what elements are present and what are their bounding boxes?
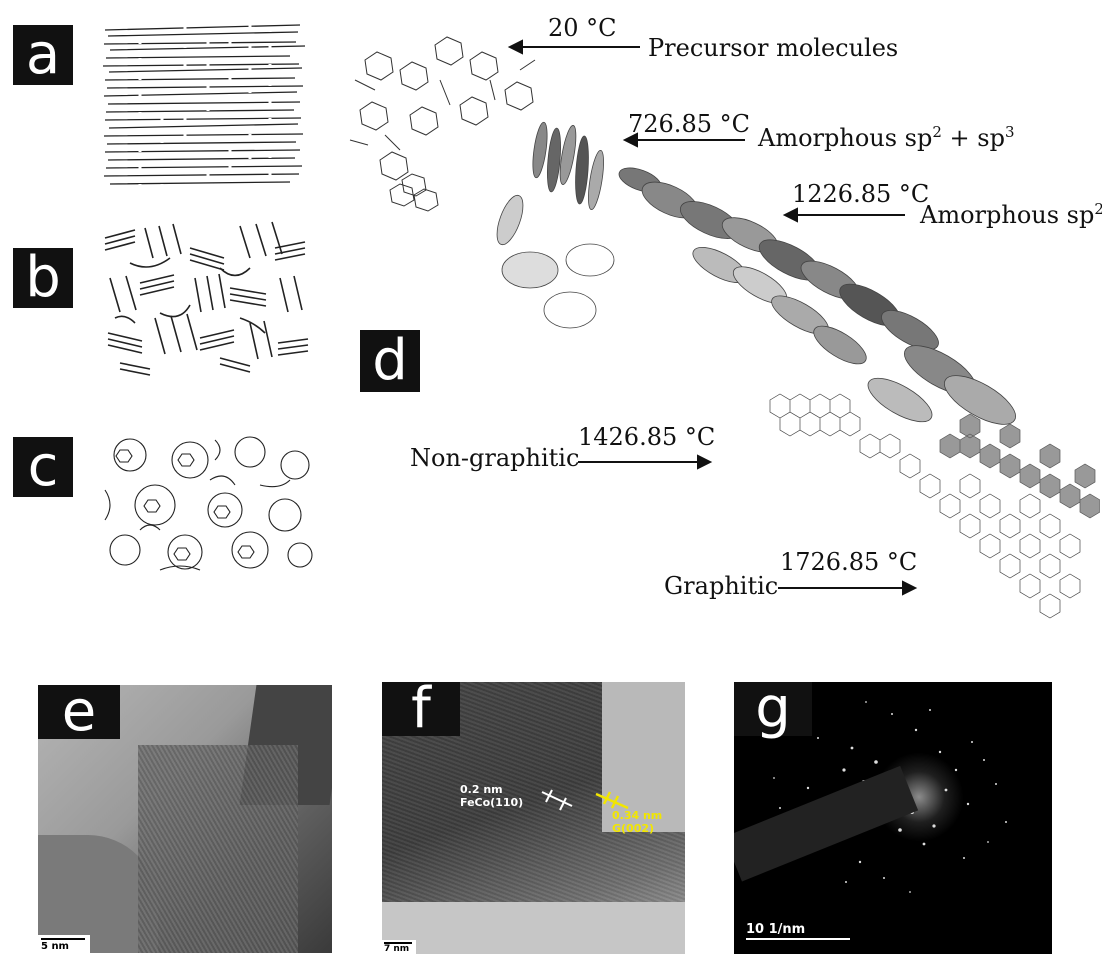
panel-f-scale-bar: [384, 942, 412, 944]
panel-b-disordered-stacks: [104, 221, 309, 376]
stage-label-amorphous-sp2: Amorphous sp2: [920, 200, 1102, 229]
panel-a-label: a: [13, 25, 73, 85]
gray-hexagon-sheets: [939, 413, 1100, 519]
diffraction-spots: [773, 701, 1007, 893]
graphitic-hexagon-sheets: [769, 393, 1081, 619]
temp-label-1226: 1226.85 °C: [792, 180, 930, 208]
stage-label-amorphous-sp2-sp3: Amorphous sp2 + sp3: [758, 123, 1015, 152]
panel-f-scale-text: 7 nm: [384, 944, 410, 954]
panel-d-label: d: [360, 330, 420, 392]
temp-label-726: 726.85 °C: [628, 110, 750, 138]
stage-label-precursor: Precursor molecules: [648, 34, 899, 62]
stage-label-non-graphitic: Non-graphitic: [410, 444, 580, 472]
panel-c-label: c: [13, 437, 73, 497]
panel-g-diffraction-image: g 10 1/nm: [734, 682, 1052, 954]
amorphous-shards: [496, 121, 662, 329]
panel-c-fullerene-fragments: [104, 436, 313, 571]
graphite-spacing-label: 0.34 nm G(002): [612, 809, 663, 835]
panel-e-label: e: [38, 685, 120, 740]
precursor-molecules-cluster: [349, 36, 536, 212]
panel-e-tem-image: e 5 nm: [38, 685, 332, 953]
temp-label-1426: 1426.85 °C: [578, 423, 716, 451]
panel-f-label: f: [382, 682, 460, 737]
panel-g-scale-text: 10 1/nm: [746, 922, 806, 937]
stage-label-graphitic: Graphitic: [664, 572, 779, 600]
panel-d-carbonization-illustration: [349, 36, 1100, 619]
temperature-arrows: [507, 39, 918, 596]
panel-g-label: g: [734, 682, 812, 737]
panel-a-stacked-layers: [102, 20, 306, 190]
panel-g-scale-bar: [746, 938, 850, 940]
temp-label-20: 20 °C: [548, 14, 617, 42]
temp-label-1726: 1726.85 °C: [780, 548, 918, 576]
feco-spacing-label: 0.2 nm FeCo(110): [460, 783, 524, 809]
feco-spacing-arrow-icon: [541, 789, 573, 811]
gray-graphene-flakes: [641, 181, 1016, 425]
panel-f-tem-image: f 0.2 nm FeCo(110) 0.34 nm G(002) 7 nm: [382, 682, 685, 954]
panel-e-scale-bar: [41, 938, 85, 940]
graphite-spacing-arrow-icon: [595, 791, 629, 810]
light-region-bottom: [382, 902, 685, 954]
panel-e-scale-text: 5 nm: [41, 941, 69, 952]
panel-b-label: b: [13, 248, 73, 308]
light-region-top-right: [602, 682, 685, 832]
lattice-fringes: [138, 745, 298, 953]
